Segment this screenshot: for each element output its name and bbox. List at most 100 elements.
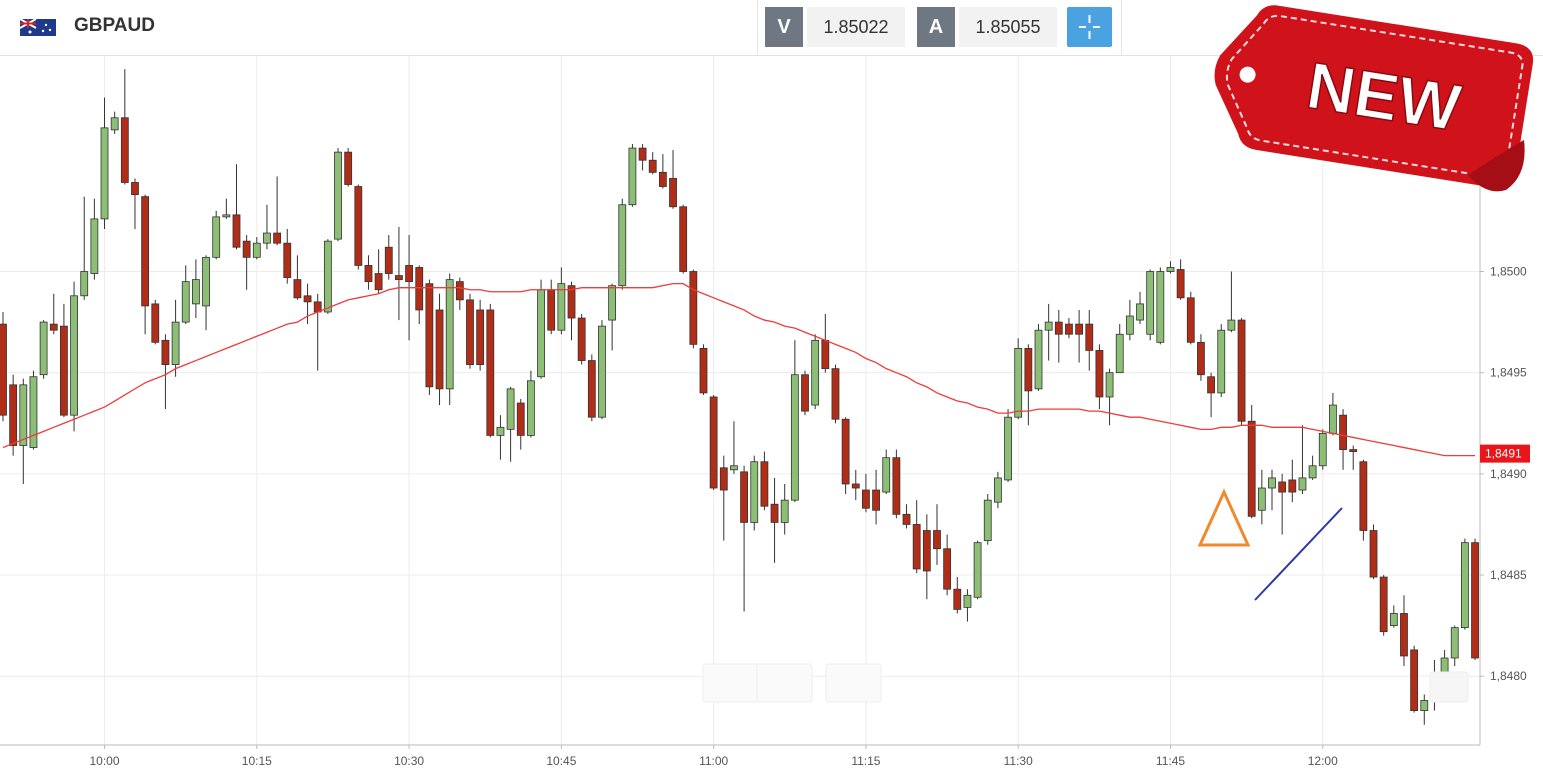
trend-line-drawing[interactable] [1254, 507, 1343, 601]
candle-body [1115, 333, 1124, 374]
candle-body [709, 396, 718, 489]
candle-body [801, 374, 809, 412]
candle-body [476, 309, 485, 365]
candle-body [730, 465, 738, 471]
candle-body [70, 295, 78, 416]
x-tick-label: 10:15 [242, 754, 272, 768]
y-tick-label: 1,8495 [1490, 366, 1527, 380]
candle-body [435, 309, 444, 390]
quote-panel: V 1.85022 A 1.85055 [757, 0, 1122, 55]
candle-body [242, 240, 251, 258]
candle-body [1227, 319, 1236, 331]
candle-body [1268, 477, 1276, 489]
candle-body [181, 281, 190, 323]
candle-body [892, 457, 901, 515]
candle-body [39, 321, 48, 376]
candle-body [252, 242, 261, 258]
candle-body [1034, 329, 1043, 390]
x-tick-label: 10:30 [394, 754, 424, 768]
candle-body [740, 471, 748, 523]
candle-body [80, 271, 89, 297]
candle-body [354, 186, 363, 266]
candle-body [1156, 271, 1165, 343]
candle-body [1136, 303, 1144, 321]
ask-price[interactable]: 1.85055 [959, 7, 1057, 47]
candle-body [851, 483, 860, 489]
candle-body [1044, 321, 1053, 331]
candle-body [344, 151, 353, 185]
ask-label[interactable]: A [917, 7, 955, 47]
candle-body [1176, 269, 1185, 299]
x-tick-label: 10:45 [546, 754, 576, 768]
candle-body [100, 127, 109, 220]
y-tick-label: 1,8480 [1490, 669, 1527, 683]
candle-body [1318, 432, 1327, 467]
candle-body [1186, 297, 1195, 343]
candle-body [90, 218, 99, 274]
candle-body [0, 323, 7, 416]
candle-body [1471, 542, 1479, 659]
candle-body [364, 265, 373, 283]
candle-body [658, 171, 667, 187]
candle-body [395, 275, 403, 281]
candle-body [323, 240, 332, 313]
triangle-drawing[interactable] [1197, 488, 1251, 547]
scroll-button[interactable] [1429, 671, 1469, 703]
candle-body [1166, 267, 1175, 272]
candle-body [598, 325, 606, 418]
candle-body [1217, 329, 1226, 394]
candle-body [374, 273, 383, 291]
candle-body [1004, 416, 1012, 481]
candle-body [1105, 372, 1114, 398]
candle-body [212, 216, 221, 258]
candle-body [760, 461, 769, 507]
candle-body [1075, 323, 1084, 335]
candle-body [516, 402, 525, 436]
candle-body [1329, 404, 1337, 434]
reset-button[interactable] [825, 663, 882, 703]
candle-body [557, 283, 566, 331]
x-tick-label: 10:00 [90, 754, 120, 768]
candle-body [638, 147, 647, 161]
candle-body [902, 513, 911, 525]
candle-body [1389, 613, 1398, 627]
candle-body [29, 376, 38, 448]
crosshair-icon [1079, 15, 1100, 39]
candle-body [1237, 319, 1246, 422]
candle-body [821, 339, 830, 370]
candle-body [679, 206, 688, 272]
candle-body [110, 117, 119, 131]
candle-body [1369, 530, 1378, 578]
candle-body [151, 303, 160, 343]
x-tick-label: 11:45 [1156, 754, 1185, 768]
candle-body [669, 178, 677, 208]
candle-body [506, 388, 515, 430]
candle-body [384, 246, 393, 274]
bid-label[interactable]: V [765, 7, 803, 47]
candle-body [577, 317, 586, 361]
candle-body [993, 477, 1002, 503]
candle-body [273, 232, 282, 244]
candle-body [293, 279, 302, 299]
candle-body [1197, 341, 1205, 376]
candle-body [648, 159, 657, 173]
symbol: GBPAUD [74, 15, 155, 36]
candle-body [171, 321, 180, 365]
candle-body [486, 309, 495, 436]
candle-body [587, 360, 596, 418]
candle-body [1014, 348, 1023, 418]
bid-price[interactable]: 1.85022 [807, 7, 905, 47]
candle-body [719, 467, 728, 491]
candle-body [811, 339, 820, 406]
candle-body [1054, 321, 1063, 335]
candle-body [120, 117, 129, 183]
candle-body [232, 214, 241, 248]
candle-body [1257, 487, 1266, 511]
candle-body [445, 279, 454, 390]
candle-body [933, 530, 941, 550]
y-tick-label: 1,8500 [1490, 265, 1527, 279]
crosshair-button[interactable] [1067, 7, 1112, 47]
candle-body [1095, 350, 1104, 398]
last-price-label: 1,8491 [1485, 447, 1522, 461]
candle-body [547, 289, 556, 331]
